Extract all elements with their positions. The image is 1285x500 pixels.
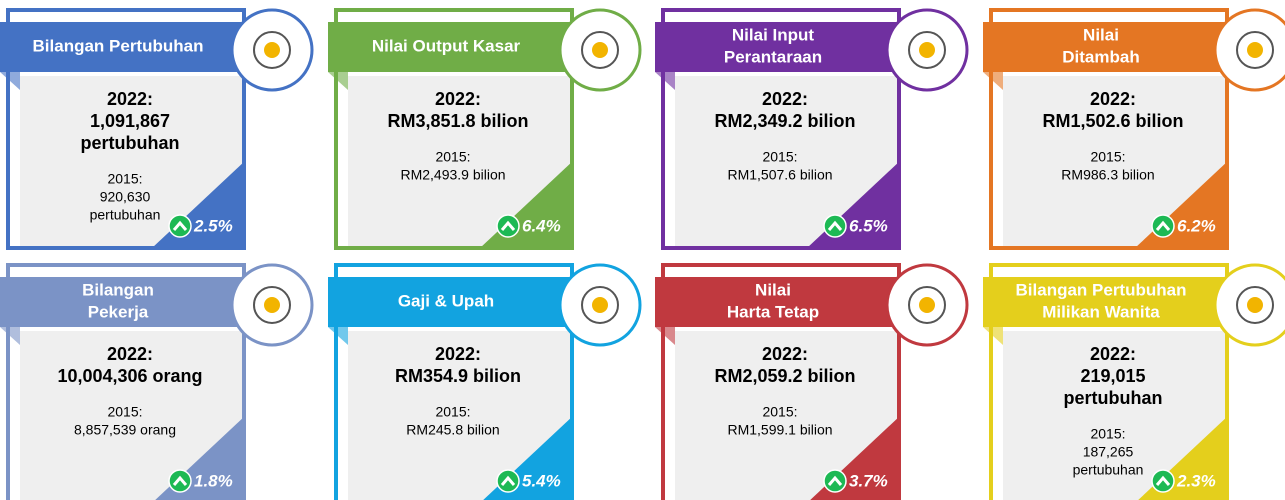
growth-rate: 6.2% [1177, 216, 1216, 235]
card-title: Bilangan Pertubuhan [1016, 280, 1187, 299]
previous-value: 187,265 [1083, 444, 1134, 460]
previous-value: 2015: [762, 404, 797, 420]
growth-rate: 3.7% [849, 471, 888, 490]
previous-value: 2015: [1090, 426, 1125, 442]
growth-icon [1152, 470, 1174, 492]
icon-dot [1247, 42, 1263, 58]
card: Gaji & Upah 2022:RM354.9 bilion 2015: RM245… [328, 265, 640, 500]
growth-rate: 2.5% [193, 216, 233, 235]
card: Bilangan Pertubuhan Milikan Wanita 2022:21… [983, 265, 1285, 500]
previous-value: 2015: [435, 404, 470, 420]
current-value: 2022: [435, 89, 481, 109]
growth-icon [824, 470, 846, 492]
current-value: pertubuhan [1064, 388, 1163, 408]
previous-value: 2015: [1090, 149, 1125, 165]
current-value: 2022: [107, 344, 153, 364]
icon-dot [264, 42, 280, 58]
card-title: Nilai Input [732, 25, 815, 44]
current-value: RM354.9 bilion [395, 366, 521, 386]
card-title: Perantaraan [724, 47, 822, 66]
growth-icon [497, 215, 519, 237]
growth-rate: 1.8% [194, 471, 233, 490]
previous-value: pertubuhan [1073, 462, 1144, 478]
card: Bilangan Pekerja 2022:10,004,306 orang 2015… [0, 265, 312, 500]
current-value: RM2,349.2 bilion [714, 111, 855, 131]
card-title: Ditambah [1062, 47, 1139, 66]
previous-value: RM1,507.6 bilion [727, 167, 832, 183]
icon-dot [592, 42, 608, 58]
previous-value: RM2,493.9 bilion [400, 167, 505, 183]
previous-value: 2015: [107, 171, 142, 187]
infographic: Bilangan Pertubuhan2022:1,091,867pertubu… [0, 0, 1285, 500]
current-value: RM3,851.8 bilion [387, 111, 528, 131]
card: Nilai Harta Tetap 2022:RM2,059.2 bilion 201… [655, 265, 967, 500]
current-value: RM1,502.6 bilion [1042, 111, 1183, 131]
card-title: Gaji & Upah [398, 291, 494, 310]
growth-rate: 2.3% [1176, 471, 1216, 490]
growth-rate: 6.5% [849, 216, 888, 235]
card-title: Bilangan Pertubuhan [33, 36, 204, 55]
growth-icon [497, 470, 519, 492]
card: Nilai Input Perantaraan 2022:RM2,349.2 bil… [655, 10, 967, 248]
card-title: Milikan Wanita [1042, 302, 1160, 321]
icon-dot [592, 297, 608, 313]
current-value: 1,091,867 [90, 111, 170, 131]
previous-value: 8,857,539 orang [74, 422, 176, 438]
card-title: Nilai [755, 280, 791, 299]
previous-value: RM986.3 bilion [1061, 167, 1154, 183]
card-title: Harta Tetap [727, 302, 819, 321]
current-value: 2022: [1090, 89, 1136, 109]
previous-value: RM245.8 bilion [406, 422, 499, 438]
card-title: Pekerja [88, 302, 149, 321]
card-title: Bilangan [82, 280, 154, 299]
previous-value: 2015: [107, 404, 142, 420]
current-value: 2022: [762, 344, 808, 364]
growth-icon [169, 470, 191, 492]
previous-value: pertubuhan [90, 207, 161, 223]
growth-icon [169, 215, 191, 237]
current-value: 10,004,306 orang [57, 366, 202, 386]
current-value: 2022: [762, 89, 808, 109]
card: Nilai Ditambah 2022:RM1,502.6 bilion 2015: R… [983, 10, 1285, 248]
growth-icon [1152, 215, 1174, 237]
card: Nilai Output Kasar 2022:RM3,851.8 bilion 2… [328, 10, 640, 248]
previous-value: 920,630 [100, 189, 151, 205]
previous-value: 2015: [435, 149, 470, 165]
current-value: 2022: [107, 89, 153, 109]
current-value: 2022: [435, 344, 481, 364]
growth-icon [824, 215, 846, 237]
icon-dot [1247, 297, 1263, 313]
previous-value: 2015: [762, 149, 797, 165]
icon-dot [264, 297, 280, 313]
growth-rate: 5.4% [522, 471, 561, 490]
previous-value: RM1,599.1 bilion [727, 422, 832, 438]
card: Bilangan Pertubuhan2022:1,091,867pertubu… [0, 10, 312, 248]
growth-rate: 6.4% [522, 216, 561, 235]
current-value: RM2,059.2 bilion [714, 366, 855, 386]
current-value: 2022: [1090, 344, 1136, 364]
current-value: 219,015 [1080, 366, 1145, 386]
icon-dot [919, 42, 935, 58]
card-title: Nilai Output Kasar [372, 36, 521, 55]
card-title: Nilai [1083, 25, 1119, 44]
current-value: pertubuhan [81, 133, 180, 153]
icon-dot [919, 297, 935, 313]
